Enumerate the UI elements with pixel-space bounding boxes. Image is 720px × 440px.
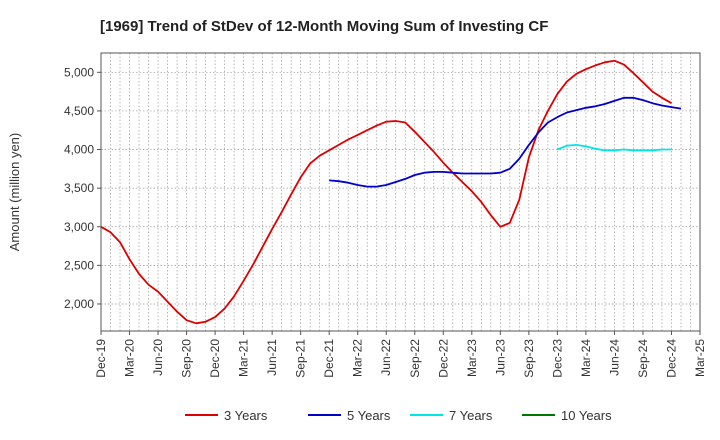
- legend: 3 Years 5 Years 7 Years 10 Years: [185, 408, 612, 423]
- x-tick-label: Jun-24: [607, 339, 621, 376]
- y-axis-ticks: 2,000 2,500 3,000 3,500 4,000 4,500 5,000: [64, 65, 101, 311]
- y-tick-label: 2,500: [64, 258, 94, 272]
- x-tick-label: Jun-20: [151, 339, 165, 376]
- x-tick-label: Sep-24: [636, 339, 650, 378]
- y-tick-label: 2,000: [64, 297, 94, 311]
- y-axis-label: Amount (million yen): [7, 133, 22, 252]
- x-tick-label: Mar-25: [693, 339, 707, 377]
- x-tick-label: Mar-23: [465, 339, 479, 377]
- chart-title: [1969] Trend of StDev of 12-Month Moving…: [100, 18, 548, 35]
- x-tick-label: Sep-20: [180, 339, 194, 378]
- x-tick-label: Sep-22: [408, 339, 422, 378]
- x-tick-label: Jun-22: [379, 339, 393, 376]
- x-tick-label: Dec-21: [322, 339, 336, 378]
- y-tick-label: 4,000: [64, 143, 94, 157]
- plot-frame: [100, 52, 701, 332]
- y-tick-label: 3,500: [64, 181, 94, 195]
- x-tick-label: Dec-24: [664, 339, 678, 378]
- series-lines: [100, 59, 682, 325]
- x-axis-ticks: Dec-19 Mar-20 Jun-20 Sep-20 Dec-20 Mar-21 Jun-…: [94, 331, 707, 378]
- x-tick-label: Sep-23: [522, 339, 536, 378]
- legend-label: 3 Years: [224, 408, 268, 423]
- x-tick-label: Jun-23: [493, 339, 507, 376]
- y-tick-label: 3,000: [64, 220, 94, 234]
- grid-lines: [101, 53, 700, 331]
- x-tick-label: Dec-23: [550, 339, 564, 378]
- x-tick-label: Sep-21: [294, 339, 308, 378]
- x-tick-label: Mar-24: [579, 339, 593, 377]
- x-tick-label: Dec-19: [94, 339, 108, 378]
- y-tick-label: 5,000: [64, 65, 94, 79]
- x-tick-label: Mar-21: [237, 339, 251, 377]
- series-line-3-years: [100, 59, 672, 325]
- legend-label: 5 Years: [347, 408, 391, 423]
- legend-label: 10 Years: [561, 408, 612, 423]
- x-tick-label: Dec-20: [208, 339, 222, 378]
- series-line-5-years: [329, 96, 682, 188]
- x-tick-label: Dec-22: [436, 339, 450, 378]
- series-line-7-years: [557, 143, 672, 152]
- y-tick-label: 4,500: [64, 104, 94, 118]
- x-tick-label: Mar-22: [351, 339, 365, 377]
- legend-label: 7 Years: [449, 408, 493, 423]
- x-tick-label: Mar-20: [123, 339, 137, 377]
- x-tick-label: Jun-21: [265, 339, 279, 376]
